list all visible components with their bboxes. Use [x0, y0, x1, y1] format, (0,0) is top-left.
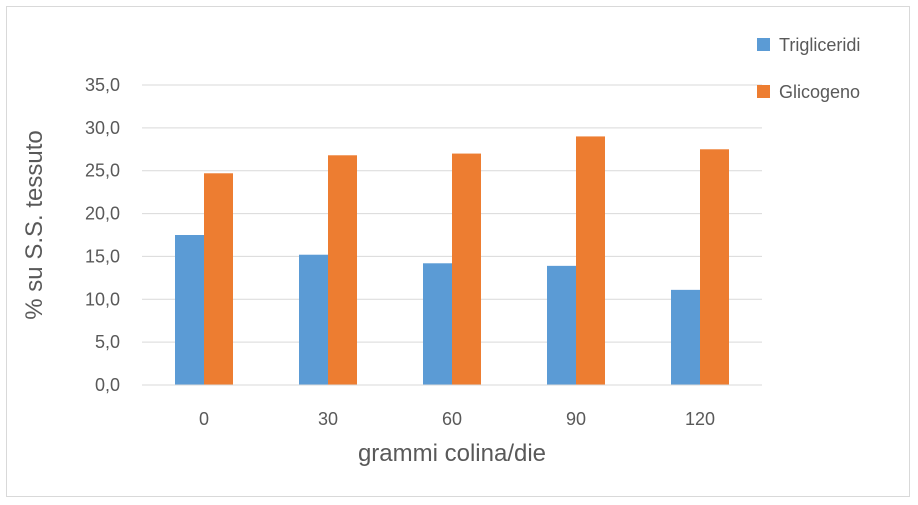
bar-glicogeno-90	[576, 136, 605, 385]
legend: Trigliceridi Glicogeno	[757, 35, 860, 102]
x-tick-label: 120	[685, 409, 715, 429]
bar-trigliceridi-30	[299, 254, 328, 385]
y-tick-label: 25,0	[85, 161, 120, 181]
bar-glicogeno-30	[328, 155, 357, 385]
y-tick-label: 10,0	[85, 289, 120, 309]
x-tick-label: 90	[566, 409, 586, 429]
bar-glicogeno-60	[452, 153, 481, 385]
bar-glicogeno-0	[204, 173, 233, 385]
y-tick-label: 35,0	[85, 75, 120, 95]
y-tick-label: 0,0	[95, 375, 120, 395]
x-axis-label: grammi colina/die	[358, 440, 546, 467]
bar-glicogeno-120	[700, 149, 729, 385]
legend-swatch-trigliceridi	[757, 38, 770, 51]
bar-trigliceridi-120	[671, 289, 700, 385]
legend-label-glicogeno: Glicogeno	[779, 82, 860, 102]
x-axis-ticks: 0 30 60 90 120	[199, 409, 715, 429]
bar-trigliceridi-0	[175, 235, 204, 385]
y-axis-label: % su S.S. tessuto	[21, 130, 48, 319]
y-tick-label: 5,0	[95, 332, 120, 352]
legend-swatch-glicogeno	[757, 85, 770, 98]
y-axis-ticks: 0,0 5,0 10,0 15,0 20,0 25,0 30,0 35,0	[85, 75, 120, 395]
y-tick-label: 30,0	[85, 118, 120, 138]
bar-trigliceridi-60	[423, 263, 452, 385]
bar-trigliceridi-90	[547, 265, 576, 385]
bars	[175, 136, 729, 385]
x-tick-label: 0	[199, 409, 209, 429]
y-tick-label: 15,0	[85, 246, 120, 266]
x-tick-label: 60	[442, 409, 462, 429]
x-tick-label: 30	[318, 409, 338, 429]
y-tick-label: 20,0	[85, 204, 120, 224]
legend-label-trigliceridi: Trigliceridi	[779, 35, 860, 55]
